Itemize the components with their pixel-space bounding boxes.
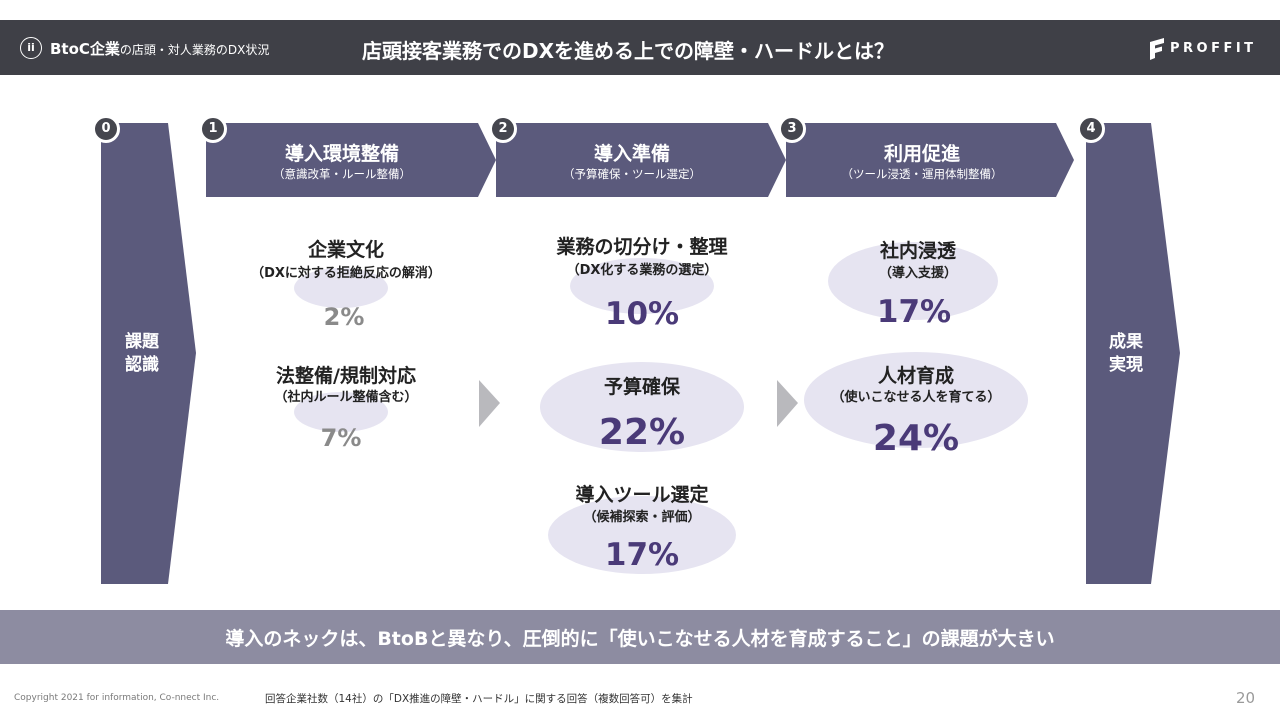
item-budget-percent: 22% [598, 412, 686, 453]
logo-text: PROFFIT [1170, 41, 1257, 56]
copyright: Copyright 2021 for information, Co-nnect… [14, 693, 220, 703]
header-bar [0, 20, 1280, 75]
section-sub: の店頭・対人業務のDX状況 [119, 43, 270, 57]
step-1-number: 1 [199, 115, 227, 143]
ellipse-regulation [294, 392, 388, 432]
ellipse-budget [540, 362, 744, 452]
conclusion-message: 導入のネックは、BtoBと異なり、圧倒的に「使いこなせる人材を育成すること」の課… [225, 628, 1055, 650]
step-1-subtitle: （意識改革・ルール整備） [273, 167, 411, 181]
stage-0-shape [101, 123, 196, 584]
item-culture-subtitle: （DXに対する拒絶反応の解消） [251, 266, 441, 281]
step-3-number: 3 [778, 115, 806, 143]
step-1-arrow [206, 123, 496, 197]
stage-4-label: 成果 実現 [1086, 331, 1166, 377]
item-internal-adoption-title: 社内浸透 [879, 240, 956, 262]
stage-0-label: 課題 認識 [101, 331, 183, 377]
step-2-title: 導入準備 [593, 143, 670, 165]
step-1-title: 導入環境整備 [284, 143, 399, 165]
item-tool-selection-subtitle: （候補探索・評価） [583, 510, 701, 525]
item-budget-title: 予算確保 [603, 376, 680, 398]
step-2-number: 2 [489, 115, 517, 143]
stage-0-label-line2: 認識 [125, 355, 159, 375]
item-talent-title: 人材育成 [877, 365, 954, 387]
section-label: BtoC企業の店頭・対人業務のDX状況 [50, 38, 269, 59]
ellipse-internal-adoption [828, 242, 998, 320]
step-3-arrow [786, 123, 1074, 197]
item-talent-subtitle: （使いこなせる人を育てる） [831, 390, 1001, 405]
ellipse-task-sorting [570, 258, 714, 314]
stage-0-number: 0 [92, 115, 120, 143]
conclusion-bar [0, 610, 1280, 664]
item-task-sorting-title: 業務の切分け・整理 [556, 236, 728, 258]
page-title: 店頭接客業務でのDXを進める上での障壁・ハードルとは？ [362, 39, 895, 63]
stage-4-shape [1086, 123, 1180, 584]
chevron-right-icon [479, 380, 500, 427]
ellipse-talent-development [804, 352, 1028, 448]
item-tool-selection-title: 導入ツール選定 [575, 484, 709, 506]
item-task-sorting-subtitle: （DX化する業務の選定） [566, 263, 718, 278]
flow-diagram [101, 123, 1180, 584]
stage-4-number: 4 [1077, 115, 1105, 143]
item-regulation-percent: 7% [320, 424, 362, 452]
item-internal-adoption-subtitle: （導入支援） [878, 266, 957, 281]
ellipse-tool-selection [548, 496, 736, 574]
item-culture-percent: 2% [323, 303, 365, 331]
ellipse-culture [294, 268, 388, 308]
step-2-subtitle: （予算確保・ツール選定） [563, 167, 701, 181]
item-talent-percent: 24% [872, 418, 960, 459]
stage-4-label-line1: 成果 [1109, 332, 1143, 352]
item-task-sorting-percent: 10% [604, 296, 680, 332]
item-tool-selection-percent: 17% [604, 537, 680, 573]
proffit-logo-icon [1150, 38, 1164, 60]
item-internal-adoption-percent: 17% [876, 294, 952, 330]
chevron-right-icon [777, 380, 798, 427]
item-culture-title: 企業文化 [307, 239, 384, 261]
stage-0-label-line1: 課題 [125, 332, 159, 352]
item-regulation-subtitle: （社内ルール整備含む） [274, 390, 418, 405]
section-main: BtoC企業 [50, 40, 120, 58]
section-badge: ii [20, 37, 42, 59]
page-number: 20 [1236, 689, 1256, 707]
step-3-title: 利用促進 [883, 143, 960, 165]
stage-4-label-line2: 実現 [1109, 355, 1143, 375]
step-2-arrow [496, 123, 786, 197]
footnote: 回答企業社数（14社）の「DX推進の障壁・ハードル」に関する回答（複数回答可）を… [265, 693, 693, 705]
item-regulation-title: 法整備/規制対応 [276, 365, 416, 387]
step-3-subtitle: （ツール浸透・運用体制整備） [841, 167, 1003, 181]
